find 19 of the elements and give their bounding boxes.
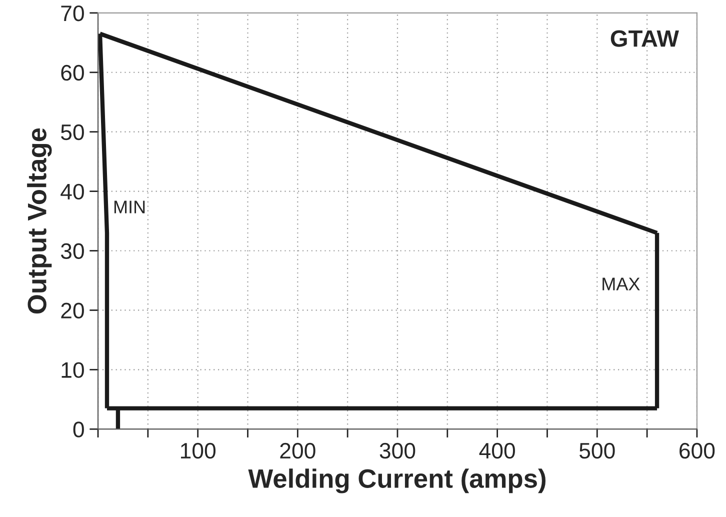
y-tick-label: 50	[60, 124, 84, 140]
annotation: MIN	[114, 200, 145, 214]
annotation: GTAW	[610, 30, 679, 47]
y-tick-label: 20	[61, 302, 84, 318]
y-tick-label: 70	[61, 5, 84, 22]
x-tick-label: 600	[680, 442, 715, 459]
y-axis-title: Output Voltage	[27, 128, 52, 314]
y-tick-label: 60	[61, 64, 84, 81]
y-tick-label: 0	[73, 422, 84, 438]
y-tick-label: 40	[60, 184, 84, 200]
y-tick-label: 10	[62, 362, 84, 378]
x-tick-label: 100	[180, 442, 216, 459]
x-tick-label: 300	[380, 442, 416, 459]
y-tick-label: 30	[60, 243, 84, 260]
x-tick-label: 500	[579, 442, 615, 459]
annotation: MAX	[602, 278, 640, 290]
x-tick-label: 400	[479, 442, 515, 459]
x-tick-label: 200	[280, 442, 316, 459]
x-axis-title: Welding Current (amps)	[248, 468, 546, 494]
